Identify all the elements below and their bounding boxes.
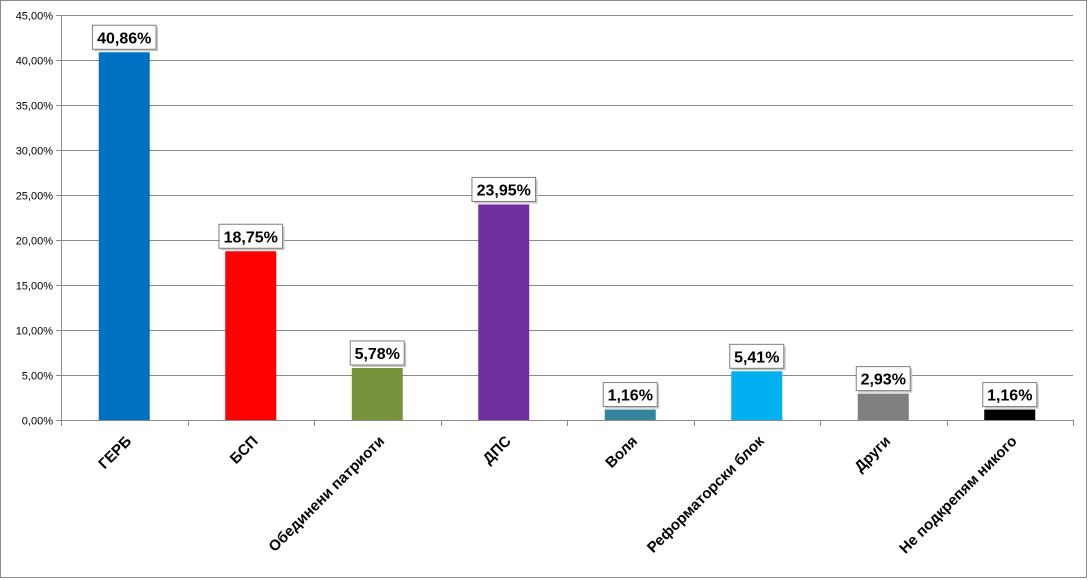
bar (351, 367, 403, 420)
bar (98, 52, 150, 420)
gridlines (61, 15, 1073, 376)
y-tick-label: 10,00% (16, 326, 54, 338)
y-tick-label: 15,00% (16, 281, 54, 293)
y-axis-ticks: 0,00% 5,00% 10,00% 15,00% 20,00% 25,00% 30,00%… (16, 11, 54, 428)
bar (225, 251, 277, 420)
data-label: 1,16% (982, 382, 1039, 409)
y-tick-label: 25,00% (16, 191, 54, 203)
bar (857, 393, 909, 420)
data-label-text: 2,93% (861, 372, 906, 389)
bars (98, 52, 1036, 420)
data-label: 23,95% (471, 176, 538, 204)
data-label-text: 23,95% (477, 182, 531, 199)
data-label: 40,86% (91, 24, 159, 52)
x-tick-label: Реформаторски блок (644, 432, 768, 556)
data-label-text: 40,86% (97, 30, 151, 47)
data-labels: 40,86% 18,75% 5,78% 23,95% 1,16% 5,41% 2,93% 1,… (91, 24, 1039, 409)
data-label-box (602, 382, 658, 408)
bar (731, 371, 783, 420)
data-label-box (91, 24, 157, 50)
data-label-text: 1,16% (608, 388, 653, 405)
x-tick-label: Воля (602, 433, 641, 472)
data-label: 5,41% (729, 343, 786, 371)
data-label-box (729, 343, 785, 369)
x-tick-label: Други (851, 433, 894, 476)
data-label-text: 18,75% (224, 229, 278, 246)
y-tick-label: 45,00% (16, 11, 54, 23)
y-tick-label: 5,00% (22, 371, 53, 383)
x-tick-label: БСП (227, 433, 262, 468)
bar (604, 409, 656, 420)
bar (478, 204, 530, 420)
x-tick-label: Не подкрепям никого (896, 433, 1020, 557)
x-tick-label: ГЕРБ (95, 433, 135, 473)
x-tick-label: Обединени патриоти (265, 433, 388, 556)
data-label: 2,93% (855, 366, 913, 393)
data-label-box (471, 176, 537, 202)
data-label: 5,78% (349, 340, 407, 367)
x-tick-label: ДПС (480, 433, 515, 468)
data-label-box (349, 340, 405, 366)
y-tick-label: 20,00% (16, 236, 54, 248)
data-label-box (218, 223, 284, 249)
data-label-text: 1,16% (987, 388, 1032, 405)
data-label-text: 5,78% (355, 346, 400, 363)
data-label: 18,75% (218, 223, 285, 251)
x-axis-categories: ГЕРБ БСП Обединени патриоти ДПС Воля Реформат… (95, 432, 1020, 557)
y-tick-label: 35,00% (16, 101, 54, 113)
y-tick-label: 30,00% (16, 146, 54, 158)
data-label-text: 5,41% (734, 349, 779, 366)
axes (56, 15, 1074, 426)
data-label-box (855, 366, 911, 392)
data-label: 1,16% (602, 382, 660, 409)
y-tick-label: 0,00% (22, 416, 53, 428)
y-tick-label: 40,00% (16, 56, 54, 68)
bar (984, 409, 1036, 420)
data-label-box (982, 382, 1038, 408)
